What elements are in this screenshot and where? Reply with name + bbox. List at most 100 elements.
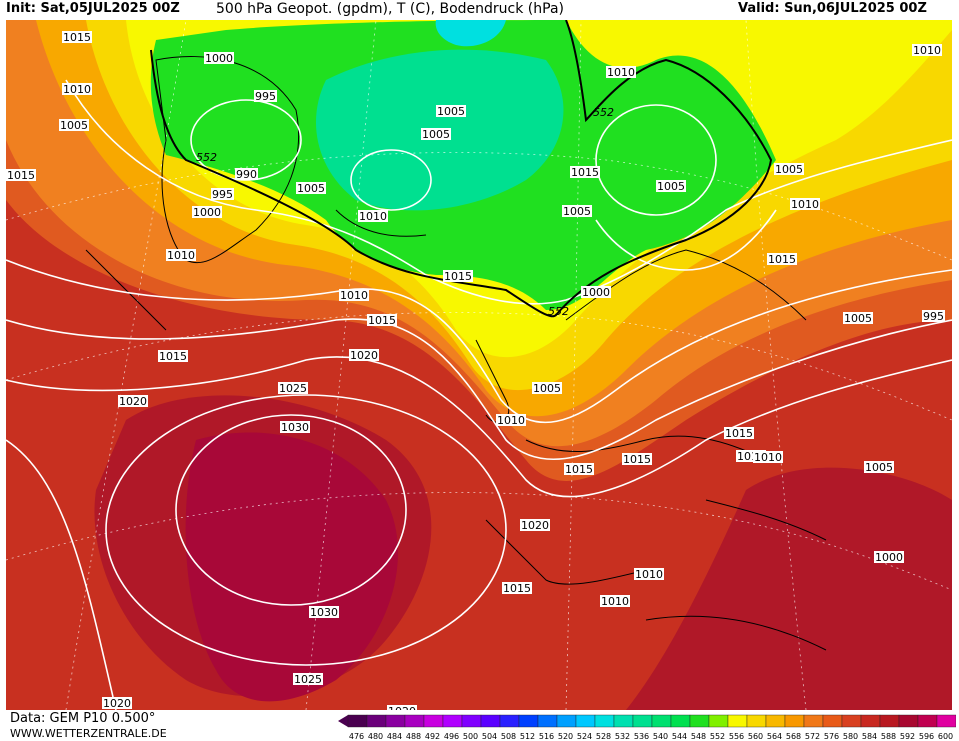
colorbar-label: 524 [577, 732, 592, 741]
isobar-label-text: 1015 [725, 427, 753, 440]
colorbar-swatch [594, 714, 615, 728]
colorbar-label: 576 [824, 732, 839, 741]
isobar-label: 1025 [293, 673, 323, 686]
isobar-label-bg [296, 182, 326, 194]
website-credit: WWW.WETTERZENTRALE.DE [10, 727, 167, 740]
colorbar: 476 480 484 488 492 496 500 504 508 512 516 520 524 5… [336, 713, 956, 741]
isobar-label: 1005 [562, 205, 592, 218]
isobar-label: 1005 [774, 163, 804, 176]
isobar-label-text: 995 [212, 188, 233, 201]
colorbar-label: 544 [672, 732, 687, 741]
isobar-label-bg [502, 582, 532, 594]
isobar-label: 1000 [874, 551, 904, 564]
isobar-label-text: 1010 [791, 198, 819, 211]
colorbar-swatch [423, 714, 444, 728]
colorbar-swatch [556, 714, 577, 728]
isobar-label-text: 1030 [310, 606, 338, 619]
colorbar-label: 560 [748, 732, 763, 741]
colorbar-label: 504 [482, 732, 497, 741]
isobar-label-text: 1000 [193, 206, 221, 219]
isobar-label-bg [421, 128, 451, 140]
isobar-label-text: 1025 [294, 673, 322, 686]
isobar-label-text: 990 [236, 168, 257, 181]
isobar-label-text: 1010 [497, 414, 525, 427]
colorbar-swatch [898, 714, 919, 728]
isobar-label-text: 1005 [775, 163, 803, 176]
isobar-label-bg [339, 289, 369, 301]
colorbar-label: 512 [520, 732, 535, 741]
colorbar-swatch [366, 714, 387, 728]
colorbar-swatch [860, 714, 881, 728]
colorbar-label: 548 [691, 732, 706, 741]
colorbar-swatch [670, 714, 691, 728]
colorbar-swatch [746, 714, 767, 728]
isobar-label-text: 1015 [503, 582, 531, 595]
isobar-label-text: 1005 [865, 461, 893, 474]
colorbar-label: 536 [634, 732, 649, 741]
colorbar-swatch [765, 714, 786, 728]
isobar-label: 1005 [864, 461, 894, 474]
isobar-label-bg [204, 52, 234, 64]
isobar-label: 1020 [102, 697, 132, 710]
isobar-label: 1010 [166, 249, 196, 262]
isobar-label: 1020 [349, 349, 379, 362]
isobar-label-bg [496, 414, 526, 426]
isobar-label-bg [118, 395, 148, 407]
isobar-label-text: 1020 [103, 697, 131, 710]
isobar-label-text: 1020 [521, 519, 549, 532]
isobar-label: 1015 [570, 166, 600, 179]
colorbar-swatch [613, 714, 634, 728]
colorbar-label: 600 [938, 732, 953, 741]
map-title: 500 hPa Geopot. (gpdm), T (C), Bodendruc… [216, 1, 564, 17]
isobar-label: 1005 [296, 182, 326, 195]
isobar-label: 1005 [421, 128, 451, 141]
colorbar-swatch [689, 714, 710, 728]
colorbar-label: 500 [463, 732, 478, 741]
isobar-label-text: 1005 [657, 180, 685, 193]
isobar-label-text: 1015 [571, 166, 599, 179]
isobar-label-bg [570, 166, 600, 178]
isobar-label-bg [864, 461, 894, 473]
colorbar-swatch [708, 714, 729, 728]
colorbar-swatch [499, 714, 520, 728]
isobar-label-bg [634, 568, 664, 580]
isobar-label: 1005 [656, 180, 686, 193]
isobar-label-bg [532, 382, 562, 394]
isobar-label: 1010 [339, 289, 369, 302]
isobar-label-text: 1015 [623, 453, 651, 466]
isobar-label-bg [874, 551, 904, 563]
colorbar-swatch [651, 714, 672, 728]
colorbar-label: 584 [862, 732, 877, 741]
isobar-labels-group: 1015101010051015100099599099510001010101… [6, 31, 945, 710]
contour-552-label: 552 [196, 151, 217, 164]
contour-552-label: 552 [593, 106, 614, 119]
colorbar-label: 556 [729, 732, 744, 741]
isobar-label: 995 [211, 188, 234, 201]
colorbar-label: 508 [501, 732, 516, 741]
isobar-label-text: 1005 [533, 382, 561, 395]
colorbar-label: 516 [539, 732, 554, 741]
isobar-label-text: 1000 [875, 551, 903, 564]
isobar-label: 1015 [502, 582, 532, 595]
colorbar-swatch [879, 714, 900, 728]
colorbar-swatch [822, 714, 843, 728]
isobar-label: 1010 [790, 198, 820, 211]
isobar-label: 1000 [192, 206, 222, 219]
contour-552-label: 552 [548, 305, 569, 318]
isobar-label-bg [581, 286, 611, 298]
isobar-label-text: 1005 [297, 182, 325, 195]
isobar-label-text: 1015 [368, 314, 396, 327]
field-dark-red-east [626, 467, 952, 710]
isobar-label: 1010 [358, 210, 388, 223]
isobar-label-text: 1030 [281, 421, 309, 434]
colorbar-label: 520 [558, 732, 573, 741]
colorbar-swatch [784, 714, 805, 728]
isobar-label-bg [606, 66, 636, 78]
isobar-label: 1010 [634, 568, 664, 581]
isobar-label: 1025 [278, 382, 308, 395]
colorbar-label: 568 [786, 732, 801, 741]
header: Init: Sat,05JUL2025 00Z 500 hPa Geopot. … [0, 0, 959, 20]
colorbar-swatch [841, 714, 862, 728]
field-crimson [185, 432, 398, 702]
